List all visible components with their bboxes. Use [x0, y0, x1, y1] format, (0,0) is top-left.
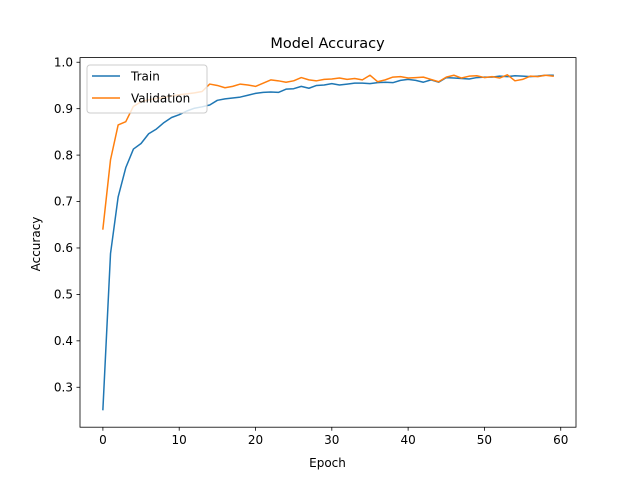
x-tick-label: 30 [324, 433, 339, 447]
series-line-train [102, 74, 554, 411]
x-axis-label: Epoch [309, 456, 346, 470]
legend: Train Validation [86, 64, 208, 114]
y-axis-label: Accuracy [29, 217, 43, 272]
x-tick-label: 40 [400, 433, 415, 447]
x-tick-label: 60 [553, 433, 568, 447]
y-tick-label: 0.3 [54, 380, 73, 394]
chart-title: Model Accuracy [270, 36, 385, 52]
x-tick-label: 20 [248, 433, 263, 447]
y-tick-label: 0.7 [54, 195, 73, 209]
y-tick-label: 0.5 [54, 288, 73, 302]
legend-label-validation: Validation [131, 92, 190, 106]
y-tick-label: 0.8 [54, 148, 73, 162]
y-tick-label: 0.6 [54, 241, 73, 255]
plot-area: 0 10 20 30 40 50 60 0.3 0.4 0.5 0.6 0.7 0.8 0.9 1.0 [54, 55, 577, 447]
x-tick-label: 10 [172, 433, 187, 447]
legend-label-train: Train [130, 70, 160, 84]
x-tick-label: 0 [99, 433, 107, 447]
x-tick-label: 50 [477, 433, 492, 447]
y-tick-label: 1.0 [54, 55, 73, 69]
y-tick-label: 0.4 [54, 334, 73, 348]
axes-frame [79, 57, 577, 428]
y-tick-label: 0.9 [54, 102, 73, 116]
legend-box [86, 64, 208, 114]
